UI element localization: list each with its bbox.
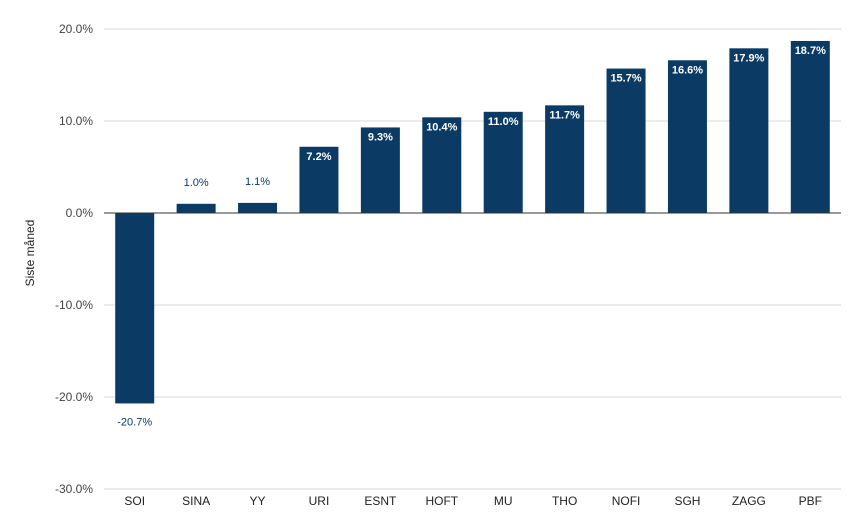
y-tick-label: 10.0%	[59, 114, 93, 128]
y-tick-label: -30.0%	[55, 482, 93, 496]
x-category-label: SINA	[182, 494, 210, 508]
data-label: 17.9%	[733, 52, 764, 64]
bar	[360, 127, 400, 213]
data-label: 7.2%	[306, 151, 331, 163]
bar	[545, 105, 585, 213]
x-category-label: ESNT	[364, 494, 397, 508]
data-label: 15.7%	[610, 73, 641, 85]
y-tick-label: -20.0%	[55, 390, 93, 404]
x-category-label: URI	[309, 494, 330, 508]
data-label: 11.0%	[488, 116, 519, 128]
x-category-label: PBF	[799, 494, 822, 508]
data-label: 16.6%	[672, 64, 703, 76]
bar	[606, 68, 646, 213]
y-axis-label: Siste måned	[23, 220, 37, 287]
gridlines	[104, 28, 841, 490]
data-label: 10.4%	[426, 121, 457, 133]
data-label: -20.7%	[117, 416, 152, 428]
bar	[238, 202, 278, 213]
data-label: 9.3%	[368, 131, 393, 143]
data-labels: -20.7% 1.0% 1.1% 7.2% 9.3% 10.4% 11.0% 11.7% 15.…	[117, 45, 826, 428]
bar	[422, 117, 462, 213]
x-category-label: SOI	[124, 494, 145, 508]
x-category-label: YY	[250, 494, 266, 508]
data-label: 11.7%	[549, 109, 580, 121]
bar	[299, 146, 339, 213]
x-category-label: NOFI	[612, 494, 641, 508]
y-tick-label: 20.0%	[59, 22, 93, 36]
y-tick-label: 0.0%	[66, 206, 94, 220]
y-axis-ticks: 20.0% 10.0% 0.0% -10.0% -20.0% -30.0%	[55, 22, 93, 496]
data-label: 18.7%	[795, 45, 826, 57]
bar	[115, 213, 155, 404]
bar	[483, 111, 523, 213]
data-label: 1.0%	[184, 177, 209, 189]
x-category-label: SGH	[674, 494, 700, 508]
bars	[115, 40, 830, 404]
bar	[729, 48, 769, 213]
y-tick-label: -10.0%	[55, 298, 93, 312]
x-category-label: THO	[552, 494, 577, 508]
bar	[790, 40, 830, 214]
data-label: 1.1%	[245, 176, 270, 188]
x-category-label: HOFT	[425, 494, 458, 508]
bar	[176, 203, 216, 213]
bar	[667, 60, 707, 213]
x-category-label: MU	[494, 494, 513, 508]
x-axis-categories: SOI SINA YY URI ESNT HOFT MU THO NOFI SGH ZAGG PBF	[124, 494, 822, 508]
x-category-label: ZAGG	[732, 494, 766, 508]
